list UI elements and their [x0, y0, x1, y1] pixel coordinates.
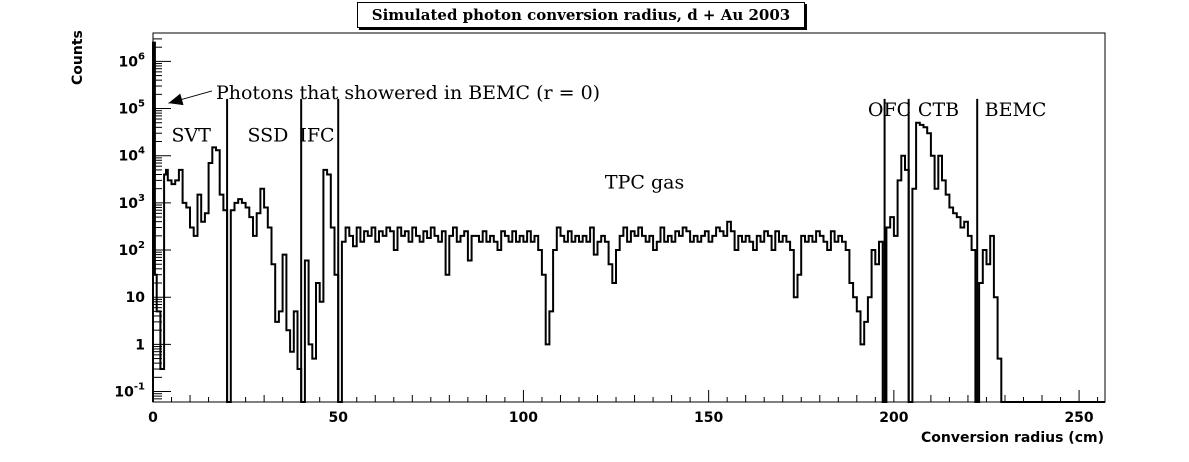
- y-tick-label: 106: [119, 51, 145, 70]
- annotation-label: TPC gas: [605, 172, 684, 194]
- annotation-arrow-head: [168, 93, 184, 106]
- chart-title: Simulated photon conversion radius, d + …: [357, 2, 805, 28]
- x-axis-title: Conversion radius (cm): [921, 430, 1104, 446]
- annotation-label: CTB: [918, 99, 959, 121]
- annotation-label: Photons that showered in BEMC (r = 0): [216, 82, 600, 104]
- y-axis-ticks: 10-1 1 10 102 103 104 105 106: [114, 32, 171, 403]
- annotation-label: SVT: [172, 125, 212, 147]
- x-tick-label: 50: [328, 410, 348, 426]
- annotation-label: BEMC: [985, 99, 1047, 121]
- annotation-label: SSD: [247, 125, 288, 147]
- y-tick-label: 105: [119, 99, 145, 118]
- x-tick-label: 150: [694, 410, 723, 426]
- histogram-line: [152, 41, 1105, 403]
- annotations: Photons that showered in BEMC (r = 0)SVT…: [168, 82, 1046, 194]
- y-tick-label: 102: [119, 240, 145, 259]
- x-tick-label: 200: [879, 410, 908, 426]
- y-tick-label: 103: [119, 193, 145, 212]
- x-axis-ticks: 0 50 100 150 200 250: [148, 390, 1099, 426]
- y-tick-label: 104: [119, 146, 145, 165]
- x-tick-label: 100: [509, 410, 538, 426]
- y-tick-label: 10: [126, 290, 146, 306]
- x-tick-label: 0: [148, 410, 158, 426]
- y-tick-label: 1: [135, 337, 145, 353]
- annotation-label: OFC: [868, 99, 911, 121]
- annotation-label: IFC: [299, 125, 334, 147]
- x-tick-label: 250: [1064, 410, 1093, 426]
- y-tick-label: 10-1: [114, 382, 145, 401]
- y-axis-title: Counts: [70, 30, 86, 85]
- detector-boundary-lines: [226, 98, 979, 402]
